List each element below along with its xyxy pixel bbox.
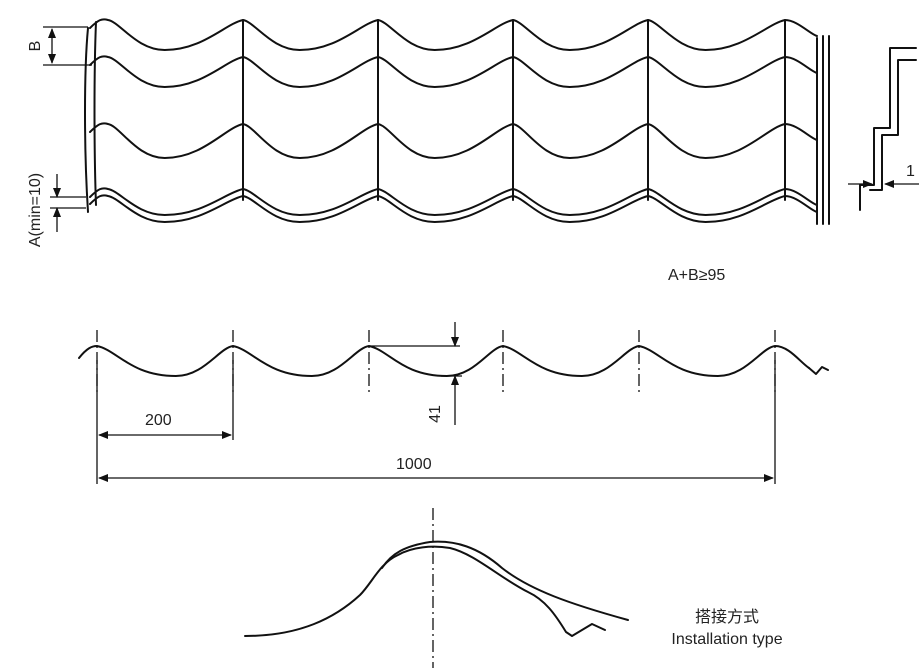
dimension-41: 41 [370,322,462,425]
dimension-200: 200 [96,360,234,484]
tile-wave-row-4 [89,187,818,216]
lower-tile-curve [244,545,606,637]
dimension-a-label: A(min=10) [27,173,44,247]
overlap-detail [244,508,629,668]
profile-center-lines [96,330,776,392]
dimension-41-label: 41 [427,405,444,423]
tile-wave-row-3 [89,122,818,159]
tile-sheet-top-view [84,18,830,225]
side-dimension-label: 1 [906,163,915,180]
tile-wave-rows [89,18,818,223]
dimension-b: B [27,26,92,66]
dimension-b-label: B [27,41,44,52]
dimension-1000: 1000 [98,360,776,484]
tile-wave-row-1 [89,18,818,51]
upper-tile-curve [381,540,629,621]
tile-profile-section [78,330,829,392]
tile-wave-row-2 [89,55,818,88]
profile-curve [78,345,810,377]
tile-wave-row-5 [89,194,818,223]
dimension-1000-label: 1000 [396,456,432,473]
overlap-formula: A+B≥95 [668,267,725,284]
sheet-left-edge [84,27,89,213]
profile-tail [808,366,829,375]
tile-side-view: 1 [848,47,919,211]
dimension-a: A(min=10) [27,173,86,247]
installation-caption-en: Installation type [671,631,782,648]
dimension-200-label: 200 [145,412,172,429]
installation-caption-cn: 搭接方式 [695,608,759,626]
tile-rib-lines [242,19,786,201]
sheet-left-edge-inner [93,21,97,206]
